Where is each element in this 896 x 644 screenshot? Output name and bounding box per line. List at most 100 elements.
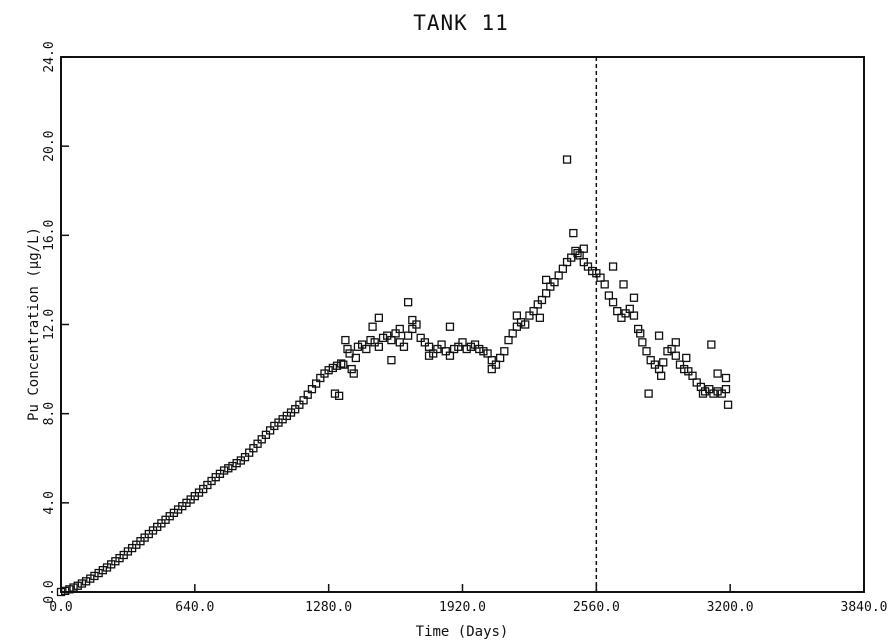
data-point: [316, 373, 325, 383]
data-point: [362, 344, 371, 354]
data-point: [696, 382, 706, 392]
data-point: [370, 338, 379, 347]
data-point: [265, 426, 275, 435]
data-point: [698, 389, 708, 398]
chart-title: TANK 11: [413, 11, 509, 35]
data-point: [562, 155, 572, 164]
y-tick-label: 20.0: [42, 131, 57, 162]
data-point: [667, 344, 676, 354]
data-point: [424, 342, 434, 351]
data-point: [458, 338, 467, 347]
data-point: [403, 298, 413, 307]
data-point: [357, 340, 367, 349]
data-point: [332, 361, 342, 370]
x-tick-label: 2560.0: [573, 600, 620, 615]
data-point: [351, 353, 361, 363]
data-point: [387, 335, 396, 345]
data-point: [684, 367, 693, 376]
data-point: [466, 342, 476, 351]
data-point: [56, 587, 66, 597]
data-point: [663, 347, 672, 356]
x-tick-label: 1920.0: [439, 600, 486, 615]
data-point: [504, 335, 513, 345]
data-point: [508, 329, 517, 338]
data-point: [625, 304, 634, 314]
data-point: [604, 291, 614, 300]
x-tick-label: 0.0: [49, 600, 72, 615]
data-point: [374, 342, 384, 351]
data-point: [307, 384, 317, 394]
data-point: [232, 459, 241, 468]
data-point: [646, 356, 655, 365]
data-point: [644, 389, 653, 398]
data-point: [617, 313, 626, 322]
data-point: [353, 342, 363, 351]
data-points: [56, 155, 733, 597]
data-point: [650, 360, 660, 369]
data-point: [571, 246, 580, 256]
data-point: [541, 275, 551, 285]
data-point: [424, 351, 434, 360]
data-point: [311, 379, 321, 388]
data-point: [709, 389, 718, 398]
data-point: [717, 389, 726, 398]
data-point: [86, 574, 95, 583]
data-point: [654, 331, 664, 340]
data-point: [412, 320, 421, 329]
data-point: [77, 579, 87, 588]
data-point: [592, 269, 601, 278]
data-point: [295, 400, 304, 409]
data-point: [395, 324, 404, 334]
data-point: [253, 439, 262, 448]
data-point: [573, 249, 582, 258]
data-point: [449, 344, 459, 354]
data-point: [73, 581, 82, 590]
data-point: [368, 322, 377, 331]
data-point: [441, 347, 450, 356]
data-point: [261, 430, 271, 439]
data-point: [491, 360, 501, 369]
data-point: [613, 306, 622, 316]
data-point: [713, 369, 722, 378]
data-point: [596, 273, 605, 282]
data-point: [487, 356, 496, 365]
data-point: [567, 253, 576, 262]
data-point: [291, 405, 300, 414]
data-point: [61, 586, 70, 596]
data-point: [240, 452, 250, 462]
y-axis-label: Pu Concentration (µg/L): [26, 227, 42, 421]
x-tick-label: 3840.0: [841, 600, 888, 615]
data-point: [245, 448, 254, 457]
data-point: [408, 315, 417, 325]
data-point: [608, 262, 618, 271]
data-point: [391, 329, 400, 338]
data-point: [454, 342, 463, 351]
data-point: [324, 366, 333, 375]
data-point: [533, 300, 542, 309]
data-point: [659, 358, 668, 367]
data-point: [328, 363, 337, 373]
x-axis: 0.0 640.0 1280.0 1920.0 2560.0 3200.0 3840.0: [49, 584, 887, 615]
data-point: [688, 371, 697, 380]
x-axis-label: Time (Days): [416, 624, 509, 640]
data-point: [583, 262, 593, 271]
data-point: [330, 389, 340, 398]
data-point: [445, 351, 455, 360]
data-point: [541, 289, 551, 298]
data-point: [303, 390, 312, 399]
data-point: [550, 277, 559, 287]
data-point: [657, 371, 666, 380]
data-point: [433, 344, 442, 354]
data-point: [569, 228, 578, 238]
data-point: [680, 364, 689, 374]
data-point: [462, 344, 471, 354]
data-point: [347, 364, 356, 374]
data-point: [671, 351, 680, 360]
data-point: [692, 378, 701, 387]
data-point: [408, 324, 417, 334]
data-point: [98, 566, 107, 575]
data-point: [429, 349, 438, 358]
x-tick-label: 640.0: [175, 600, 214, 615]
x-tick-label: 1280.0: [305, 600, 352, 615]
